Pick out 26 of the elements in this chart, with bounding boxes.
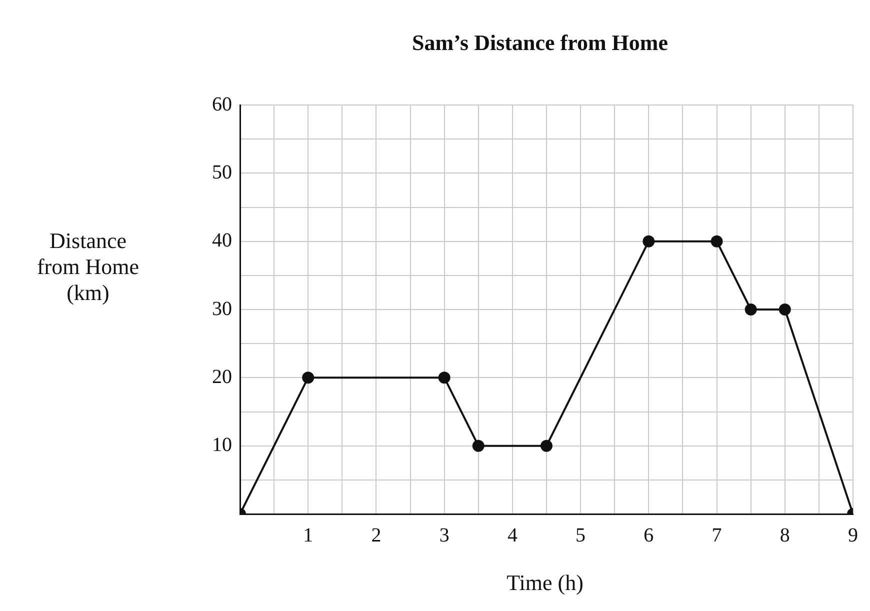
x-tick-label: 7 [712, 524, 722, 546]
x-tick-label: 3 [439, 524, 450, 546]
x-tick-label: 6 [644, 524, 654, 546]
x-tick-label: 1 [303, 524, 314, 546]
x-tick-label: 9 [848, 524, 858, 546]
x-tick-label: 2 [371, 524, 382, 546]
point [778, 304, 791, 316]
y-axis-title: Distance from Home (km) [36, 228, 140, 306]
y-tick-label: 30 [212, 298, 232, 320]
point [438, 372, 450, 384]
point [744, 304, 757, 316]
point [642, 235, 655, 248]
x-tick-label: 4 [507, 524, 518, 546]
y-tick-label: 10 [212, 434, 232, 456]
y-tick-label: 40 [212, 230, 232, 252]
x-tick-label: 5 [576, 524, 586, 546]
y-tick-label: 20 [212, 366, 232, 388]
point [302, 372, 314, 384]
chart-title: Sam’s Distance from Home [410, 30, 669, 56]
point [540, 440, 552, 452]
point [472, 440, 484, 452]
point [710, 235, 723, 248]
y-tick-label: 50 [212, 161, 232, 184]
x-tick-label: 8 [780, 524, 790, 546]
x-axis-title: Time (h) [506, 570, 584, 596]
y-tick-label: 60 [212, 93, 232, 116]
